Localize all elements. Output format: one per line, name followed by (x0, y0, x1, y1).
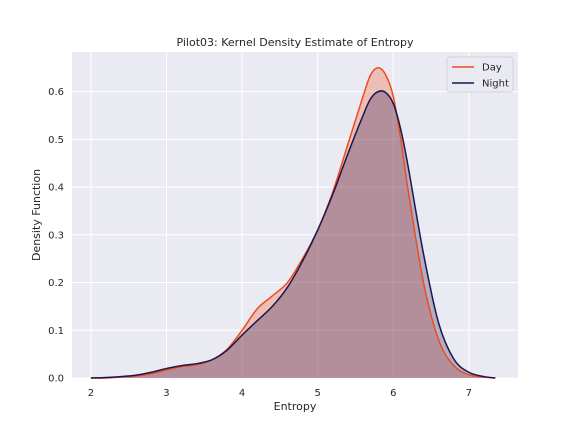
y-tick-label: 0.6 (48, 87, 64, 98)
y-tick-label: 0.4 (48, 183, 64, 194)
x-tick-labels: 2 3 4 5 6 7 (88, 388, 472, 399)
x-tick-label: 7 (466, 388, 472, 399)
x-axis-label: Entropy (274, 400, 317, 413)
x-tick-label: 6 (390, 388, 396, 399)
y-axis-label: Density Function (30, 169, 43, 261)
x-tick-label: 3 (163, 388, 169, 399)
legend-label-day: Day (482, 63, 502, 74)
legend-label-night: Night (482, 79, 509, 90)
chart-title: Pilot03: Kernel Density Estimate of Entr… (176, 36, 414, 49)
x-tick-label: 5 (314, 388, 320, 399)
x-tick-label: 4 (239, 388, 245, 399)
y-tick-labels: 0.0 0.1 0.2 0.3 0.4 0.5 0.6 (48, 87, 64, 384)
legend: Day Night (447, 57, 513, 92)
y-tick-label: 0.0 (48, 374, 64, 385)
x-tick-label: 2 (88, 388, 94, 399)
y-tick-label: 0.5 (48, 135, 64, 146)
y-tick-label: 0.3 (48, 230, 64, 241)
y-tick-label: 0.1 (48, 326, 64, 337)
y-tick-label: 0.2 (48, 278, 64, 289)
